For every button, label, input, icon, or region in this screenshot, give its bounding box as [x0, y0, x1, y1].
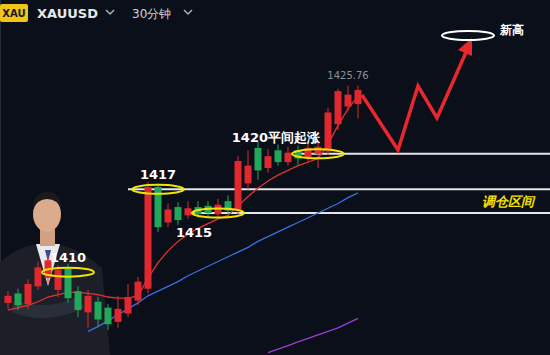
candle-body	[165, 209, 172, 222]
candle-body	[65, 269, 72, 299]
subtitle[interactable]: 30分钟	[132, 7, 171, 21]
title[interactable]: XAUUSD	[37, 6, 98, 21]
candle-body	[285, 153, 292, 162]
moving-average-line	[88, 193, 358, 331]
candle-body	[255, 148, 262, 170]
candle-body	[85, 296, 92, 313]
plot-area	[5, 86, 550, 353]
highlight-ellipse	[132, 185, 184, 194]
dropdown-icon[interactable]	[106, 10, 114, 14]
highlight-ellipse	[192, 209, 244, 218]
projection-arrow	[362, 38, 472, 150]
candle-body	[265, 156, 272, 168]
candle-wick	[318, 142, 319, 168]
candle-body	[15, 293, 22, 305]
candle-body	[35, 267, 42, 286]
candle-body	[125, 297, 132, 314]
annotation-label: 新高	[499, 23, 524, 37]
candle-body	[235, 161, 242, 210]
candle-body	[325, 112, 332, 151]
candle-body	[135, 282, 142, 301]
candle-body	[145, 187, 152, 289]
badge-bg	[0, 4, 28, 22]
background	[0, 0, 550, 355]
level-line	[128, 188, 550, 190]
moving-average-line	[8, 96, 358, 310]
candle-body	[25, 284, 32, 304]
chart: 1410 1417 1415 1420平间起涨 1425.76 新高调仓区间 XAU XAUU…	[0, 0, 550, 355]
candle-body	[175, 207, 182, 220]
candle-body	[345, 95, 352, 107]
candle-body	[55, 270, 62, 290]
candle-body	[105, 308, 112, 325]
annotation-label: 1420平间起涨	[232, 130, 321, 145]
candle-body	[185, 208, 192, 215]
level-line	[298, 153, 550, 155]
annotation-label: 1417	[140, 167, 176, 182]
candle-body	[115, 309, 122, 322]
highlight-ellipse	[442, 31, 494, 40]
annotation-label: 1410	[50, 250, 86, 265]
dropdown-icon[interactable]	[184, 10, 192, 14]
candle-body	[75, 291, 82, 310]
moving-average-line	[268, 318, 358, 352]
candle-body	[95, 302, 102, 320]
candle-body	[355, 90, 362, 104]
annotation-label: 1415	[176, 225, 212, 240]
candle-body	[245, 166, 252, 184]
candle-body	[5, 296, 12, 303]
high-label: 1425.76	[327, 70, 368, 81]
highlight-ellipse	[42, 268, 94, 277]
highlight-ellipse	[292, 149, 344, 158]
candle-body	[275, 150, 282, 162]
zone-label: 调仓区间	[482, 194, 536, 209]
presenter-figure	[0, 192, 110, 355]
candle-body	[335, 91, 342, 124]
symbol-badge: XAU	[2, 8, 25, 19]
